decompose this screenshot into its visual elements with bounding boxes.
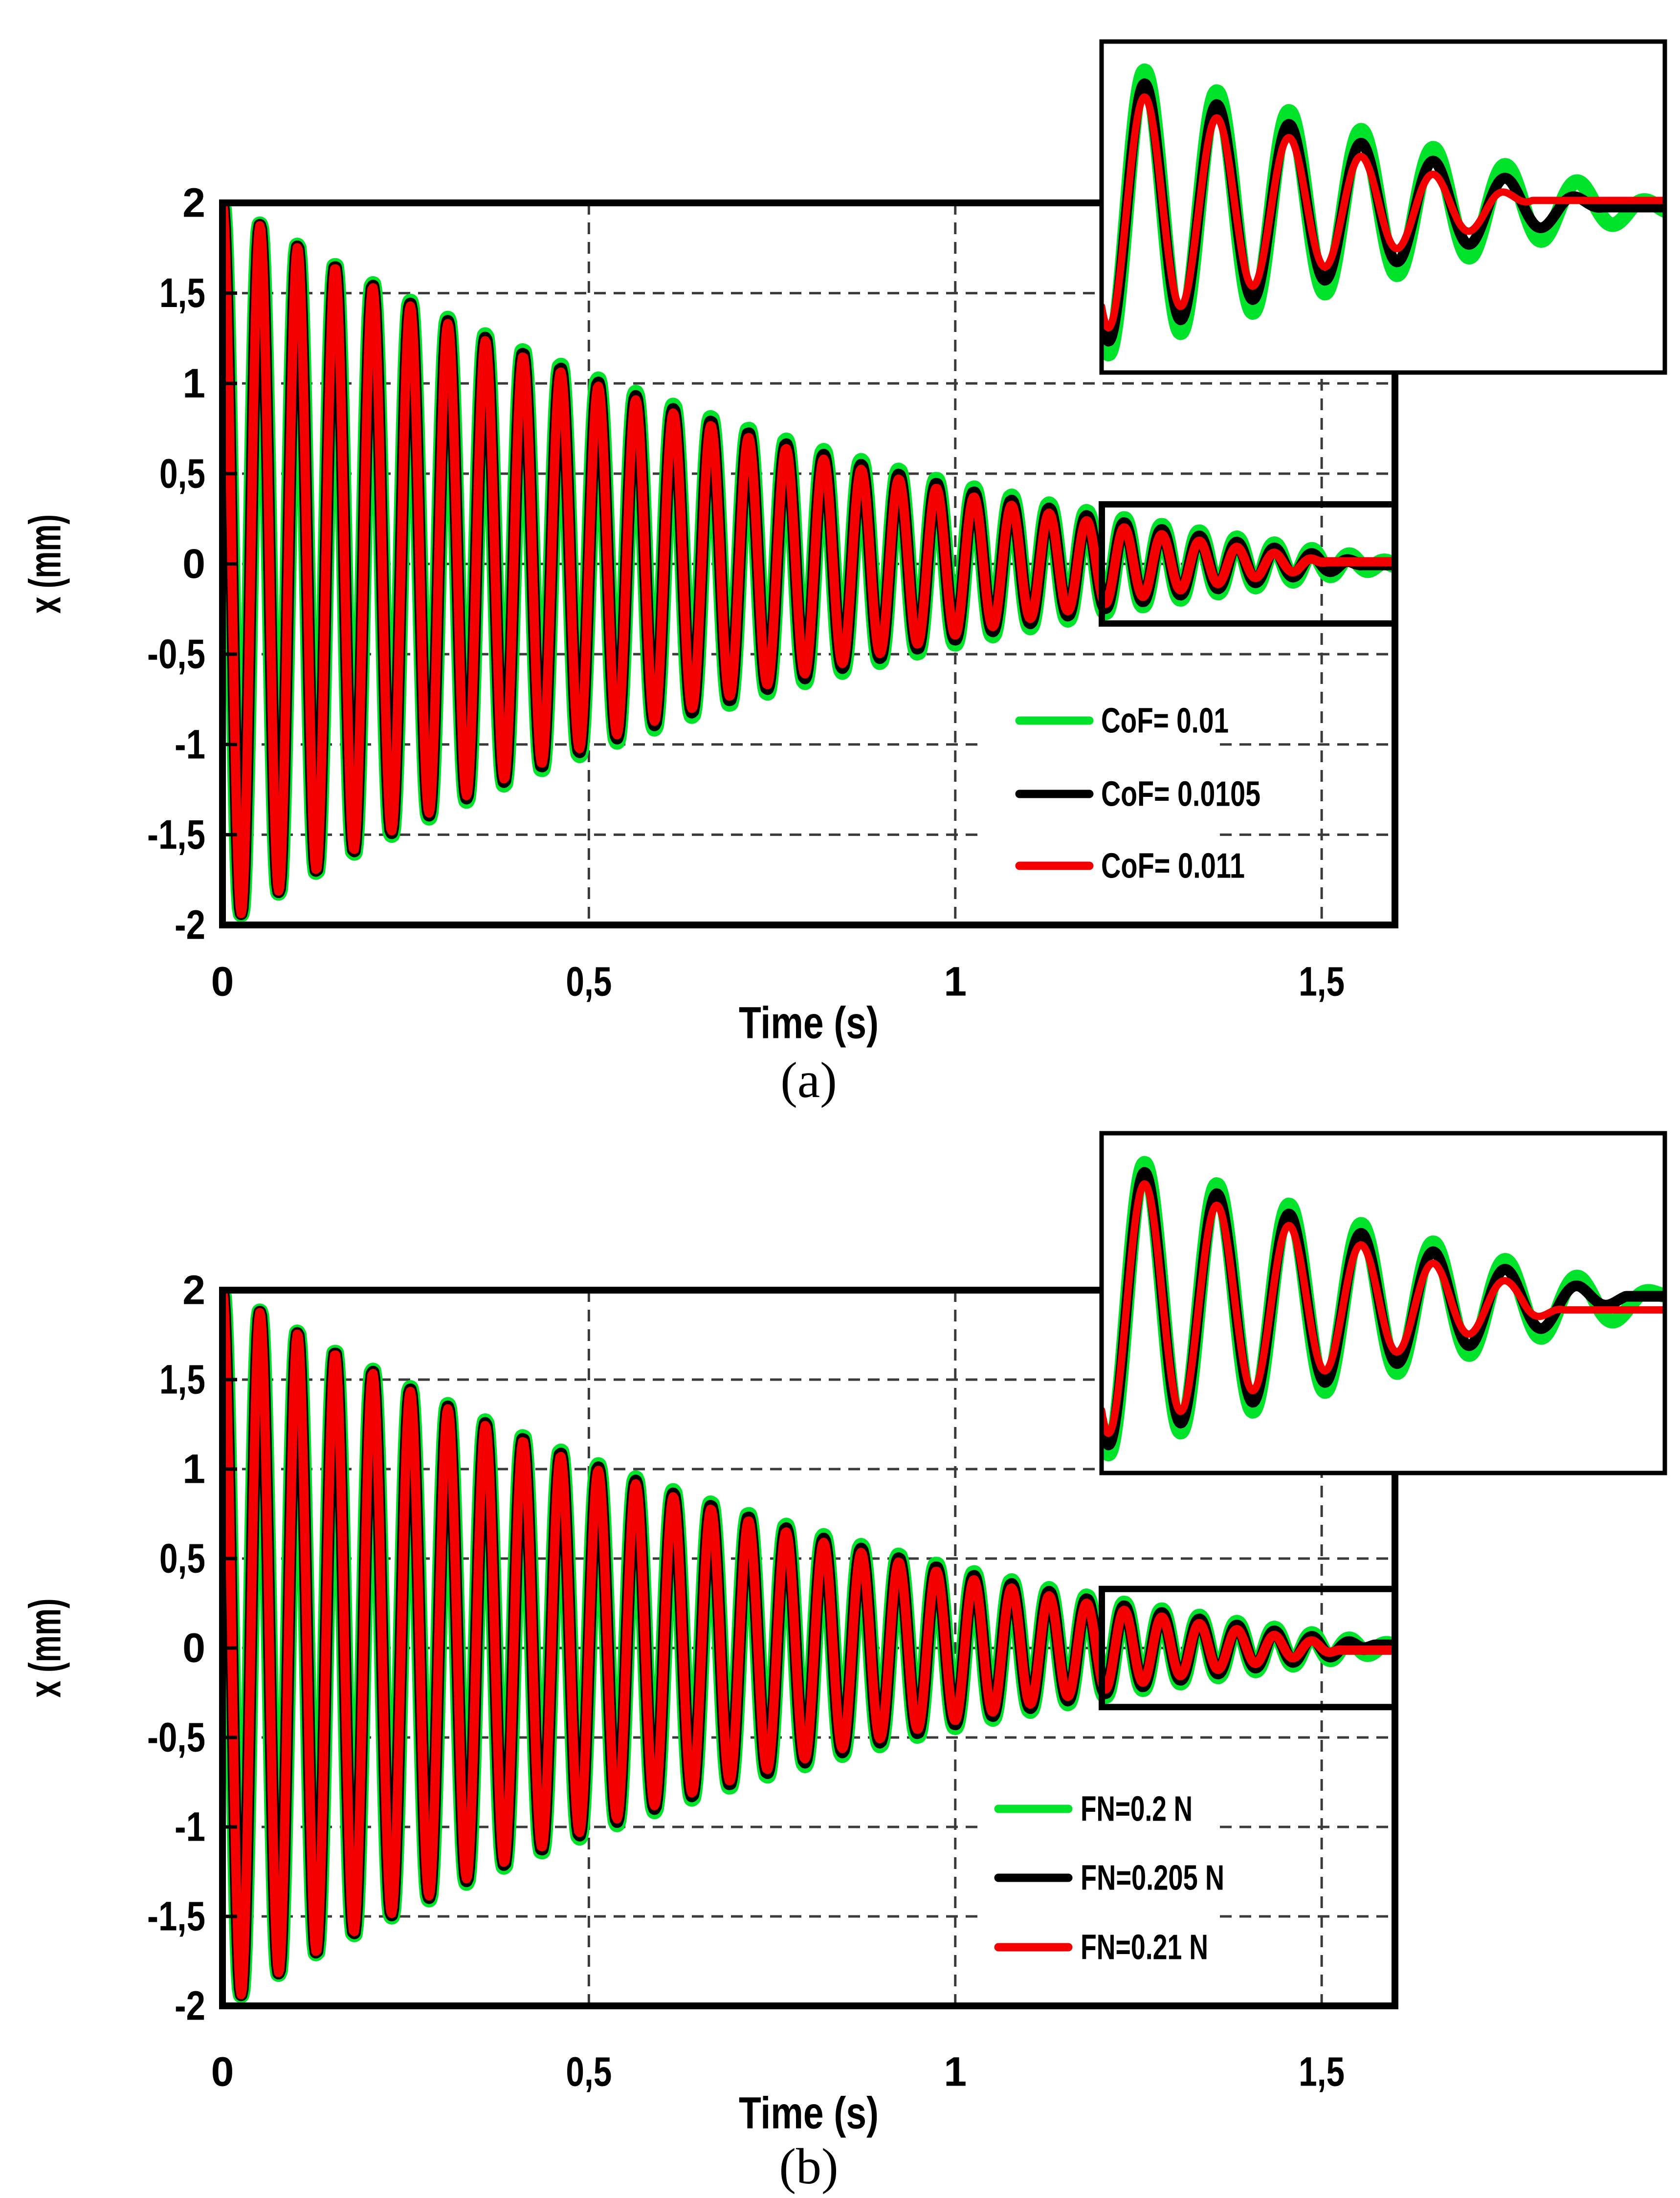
panel-b: FN=0.2 N FN=0.205 N FN=0.21 N 2 1,5 1 0,5 0 -0,5… [20,1131,1667,2138]
x-tick-label: 0,5 [566,959,612,1005]
curve-b-red [222,1290,1395,2000]
x-tick-label: 1,5 [1299,2049,1345,2095]
y-tick-label: 2 [182,180,205,226]
x-tick-label: 0,5 [566,2049,612,2095]
legend-item: FN=0.2 N [994,1789,1193,1828]
curve-a-red [222,203,1395,918]
x-axis-title-a: Time (s) [739,998,879,1048]
y-tick-labels-b: 2 1,5 1 0,5 0 -0,5 -1 -1,5 -2 [147,1267,205,2029]
x-tick-label: 0 [211,959,234,1005]
series-group-a [222,203,1395,923]
y-tick-label: -1 [175,1804,205,1850]
x-tick-label: 1 [944,959,967,1005]
legend-item: CoF= 0.011 [1015,846,1245,885]
y-tick-label: 1,5 [159,270,205,316]
legend-label: FN=0.2 N [1081,1789,1193,1828]
legend-label: CoF= 0.0105 [1101,774,1260,813]
x-tick-label: 1 [944,2049,967,2095]
y-axis-title-a: x (mm) [20,514,70,614]
y-tick-label: 0 [182,1625,205,1671]
y-tick-label: 0,5 [159,450,205,496]
inset-series-group [1102,1156,1665,1462]
x-tick-label: 1,5 [1299,959,1345,1005]
legend-label: FN=0.21 N [1081,1928,1208,1967]
inset-border [1099,1131,1667,1475]
y-tick-label: -0,5 [147,1714,205,1760]
y-tick-label: 2 [182,1267,205,1313]
y-tick-label: -1 [175,721,205,767]
legend-item: FN=0.21 N [994,1928,1208,1967]
y-tick-labels-a: 2 1,5 1 0,5 0 -0,5 -1 -1,5 -2 [147,180,205,948]
legend-label: CoF= 0.01 [1101,701,1229,740]
legend-label: FN=0.205 N [1081,1858,1224,1897]
inset-b [1099,1131,1667,1475]
legend-a: CoF= 0.01 CoF= 0.0105 CoF= 0.011 [979,683,1260,900]
y-tick-label: 1 [182,1446,205,1492]
zoom-region-rectangle-b [1099,1585,1398,1711]
inset-curve-red [1102,1180,1665,1437]
legend-label: CoF= 0.011 [1101,846,1245,885]
x-tick-label: 0 [211,2049,234,2095]
y-tick-label: -2 [175,1983,205,2029]
inset-curve-red [1102,93,1665,332]
y-tick-label: 1,5 [159,1357,205,1403]
y-tick-label: -1,5 [147,812,205,857]
y-tick-label: -2 [175,902,205,948]
x-axis-title-b: Time (s) [739,2088,879,2138]
y-tick-label: -1,5 [147,1893,205,1939]
legend-b: FN=0.2 N FN=0.205 N FN=0.21 N [979,1774,1224,1984]
caption-a: (a) [780,1052,837,1108]
y-tick-label: 0,5 [159,1536,205,1582]
y-axis-title-b: x (mm) [20,1599,70,1698]
y-tick-label: 1 [182,360,205,406]
x-tick-labels-b: 0 0,5 1 1,5 [211,2049,1345,2095]
legend-item: CoF= 0.0105 [1015,774,1260,813]
x-tick-labels-a: 0 0,5 1 1,5 [211,959,1345,1005]
series-group-b [222,1290,1395,2003]
y-tick-label: -0,5 [147,631,205,677]
zoom-region-rectangle-a [1099,501,1398,627]
inset-a [1099,39,1667,375]
legend-item: FN=0.205 N [994,1858,1224,1897]
inset-series-group [1102,63,1665,362]
inset-border [1099,39,1667,375]
legend-item: CoF= 0.01 [1015,701,1229,740]
caption-b: (b) [779,2138,839,2195]
y-tick-label: 0 [182,541,205,587]
